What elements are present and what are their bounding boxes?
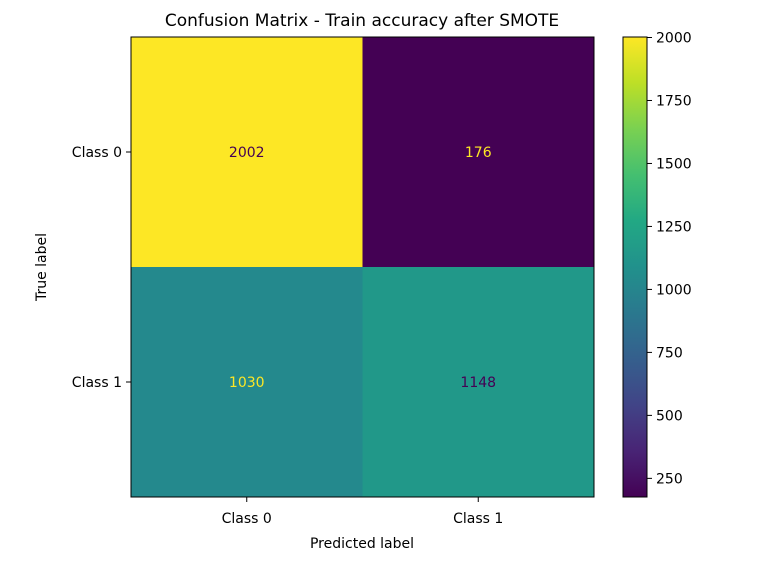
heatmap-cell-labels: 2002 176 1030 1148 bbox=[229, 145, 496, 391]
heatmap-cell bbox=[362, 267, 595, 498]
colorbar-tick-label: 1000 bbox=[656, 282, 692, 298]
colorbar bbox=[622, 36, 648, 498]
cell-value-label: 2002 bbox=[229, 145, 265, 161]
colorbar-tick-label: 750 bbox=[656, 345, 683, 361]
y-tick-label: Class 1 bbox=[72, 375, 122, 391]
chart-title: Confusion Matrix - Train accuracy after … bbox=[165, 11, 559, 31]
cell-value-label: 1148 bbox=[460, 375, 496, 391]
colorbar-tick-label: 500 bbox=[656, 408, 683, 424]
heatmap-cell bbox=[362, 37, 595, 268]
colorbar-tick-label: 250 bbox=[656, 471, 683, 487]
cell-value-label: 176 bbox=[465, 145, 492, 161]
cell-value-label: 1030 bbox=[229, 375, 265, 391]
y-axis-label: True label bbox=[34, 233, 50, 302]
heatmap-cell bbox=[131, 37, 363, 268]
plot-frame bbox=[130, 36, 595, 498]
colorbar-ticks: 250 500 750 1000 1250 1500 1750 2000 bbox=[647, 31, 692, 487]
heatmap-cell bbox=[131, 267, 363, 498]
heatmap-cells bbox=[131, 37, 595, 498]
colorbar-tick-label: 1250 bbox=[656, 219, 692, 235]
x-axis-ticks: Class 0 Class 1 bbox=[222, 497, 503, 527]
y-axis-ticks: Class 0 Class 1 bbox=[72, 145, 131, 391]
x-tick-label: Class 0 bbox=[222, 511, 272, 527]
colorbar-tick-label: 1500 bbox=[656, 156, 692, 172]
x-axis-label: Predicted label bbox=[310, 536, 414, 552]
y-tick-label: Class 0 bbox=[72, 145, 122, 161]
colorbar-tick-label: 2000 bbox=[656, 31, 692, 47]
colorbar-tick-label: 1750 bbox=[656, 93, 692, 109]
x-tick-label: Class 1 bbox=[453, 511, 503, 527]
